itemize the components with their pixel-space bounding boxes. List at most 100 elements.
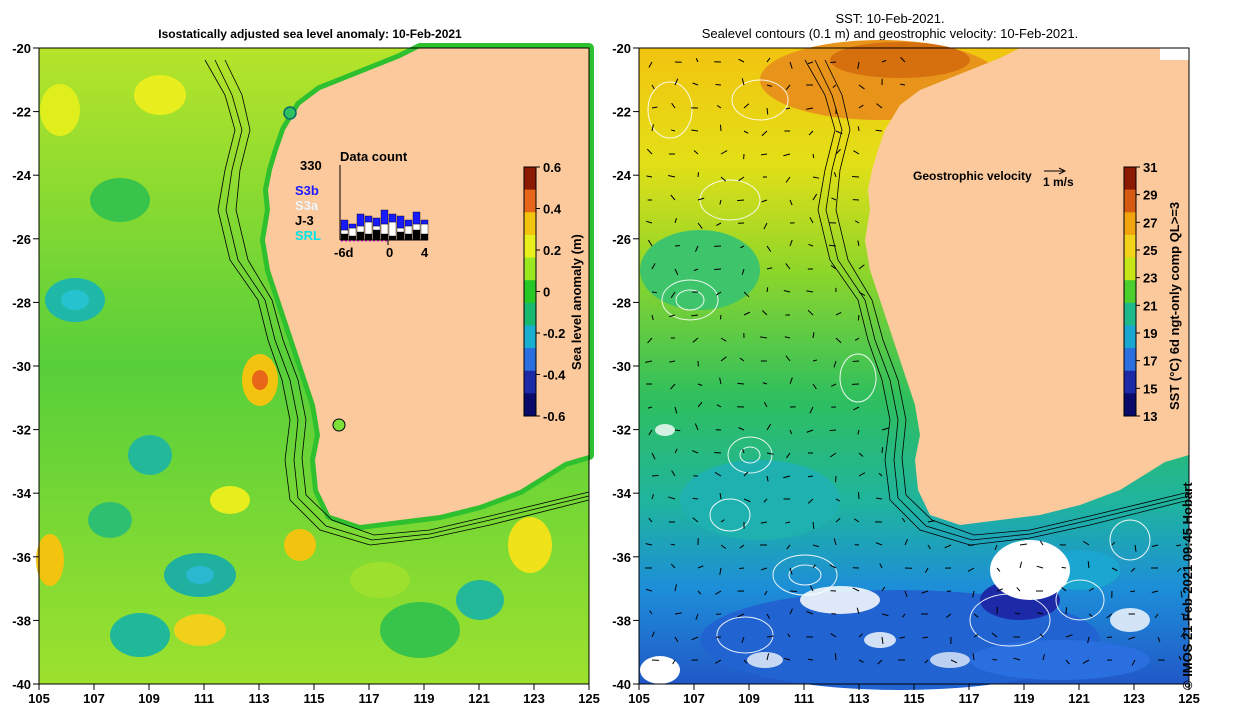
velocity-arrow [670,383,676,390]
velocity-arrow [674,218,677,224]
velocity-arrow [766,245,772,252]
velocity-arrow [834,652,837,661]
velocity-arrow [812,193,818,201]
velocity-arrow [695,58,699,63]
right-map-title-line1: SST: 10-Feb-2021. [835,11,945,26]
velocity-arrow [807,475,814,478]
velocity-arrow [812,544,819,548]
colorbar-cell [1124,257,1136,281]
right-cloud-mask [640,424,1150,684]
velocity-arrow [651,84,655,90]
velocity-arrow [857,61,860,69]
colorbar-cell [524,280,536,304]
y-tick-label: -28 [612,295,631,310]
velocity-arrow [651,291,657,294]
x-tick-label: 115 [304,691,325,706]
left-map: 105 107 109 111 113 115 117 119 121 123 125 -20 -22… [12,41,600,706]
velocity-arrow [806,107,814,110]
velocity-scale-value: 1 m/s [1043,175,1074,189]
right-map-title-line2: Sealevel contours (0.1 m) and geostrophi… [701,26,1079,41]
velocity-arrow [972,590,975,598]
velocity-arrow [944,544,952,549]
velocity-arrow [1019,543,1027,546]
velocity-arrow [784,657,791,661]
colorbar-tick-label: 21 [1143,298,1157,313]
inset-bar-segment [348,235,357,241]
velocity-arrow [692,497,699,500]
velocity-arrow [674,429,681,432]
velocity-arrow [649,610,653,615]
velocity-arrow [973,634,979,638]
velocity-arrow [927,544,931,550]
inset-legend-entry: S3a [295,198,319,213]
colorbar-tick-label: 25 [1143,243,1157,258]
colorbar-cell [1124,167,1136,191]
colorbar-cell [524,348,536,372]
velocity-arrow [691,314,699,317]
colorbar-tick-label: -0.4 [543,368,566,383]
velocity-arrow [762,382,768,385]
velocity-arrow [807,498,814,504]
velocity-arrow [1039,633,1044,638]
velocity-arrow [808,243,814,247]
velocity-arrow [900,56,906,63]
velocity-arrow [853,406,860,411]
inset-bar-segment [396,231,405,241]
velocity-arrow [743,471,749,477]
velocity-arrow [1016,587,1021,592]
velocity-arrow [899,636,906,639]
velocity-arrow [720,519,725,523]
velocity-arrow [854,220,860,224]
velocity-arrow [646,588,653,592]
velocity-arrow [674,612,682,615]
velocity-arrow [766,613,771,619]
velocity-arrow [787,633,791,638]
velocity-arrow [1019,561,1023,569]
velocity-arrow [743,659,748,664]
left-map-title: Isostatically adjusted sea level anomaly… [158,27,462,41]
velocity-arrow [646,148,653,155]
velocity-arrow [829,452,837,458]
velocity-arrow [831,383,837,387]
inset-bar-segment [340,229,349,235]
y-tick-label: -34 [612,486,632,501]
velocity-arrow [858,104,864,109]
velocity-arrow [1065,634,1073,638]
y-tick-label: -32 [12,423,31,438]
velocity-arrow [922,636,929,639]
velocity-arrow [766,635,774,638]
inset-bar-segment [404,233,413,241]
x-tick-label: 113 [849,691,870,706]
velocity-arrow [876,497,883,500]
velocity-arrow [785,263,791,270]
velocity-arrow [853,150,860,155]
inset-bar-segment [348,223,357,229]
right-x-axis: 105 107 109 111 113 115 117 119 121 123 125 [628,684,1200,706]
velocity-arrow [1180,613,1188,617]
velocity-arrow [812,359,818,362]
velocity-arrow [991,632,998,638]
left-colorbar: 0.6 0.4 0.2 0 -0.2 -0.4 -0.6 Sea level anomaly… [523,160,584,424]
velocity-arrow [808,130,814,136]
velocity-arrow [737,613,745,618]
velocity-arrow [763,498,768,503]
x-tick-label: 109 [738,691,760,706]
velocity-arrow [670,563,676,569]
velocity-arrow [858,291,866,296]
velocity-arrow [715,659,722,664]
x-tick-label: 107 [683,691,705,706]
left-tide-gauge-marker [283,106,297,120]
velocity-arrow [881,613,889,617]
y-tick-label: -24 [612,168,632,183]
colorbar-cell [1124,212,1136,236]
velocity-arrow [737,382,745,385]
velocity-arrow [806,429,814,433]
velocity-arrow [835,517,841,523]
velocity-arrow [738,427,745,431]
right-sst-features [640,40,1150,690]
velocity-arrow [858,659,864,663]
velocity-arrow [697,590,702,595]
velocity-arrow [972,653,975,661]
colorbar-cell [1124,280,1136,304]
colorbar-cell [524,325,536,349]
